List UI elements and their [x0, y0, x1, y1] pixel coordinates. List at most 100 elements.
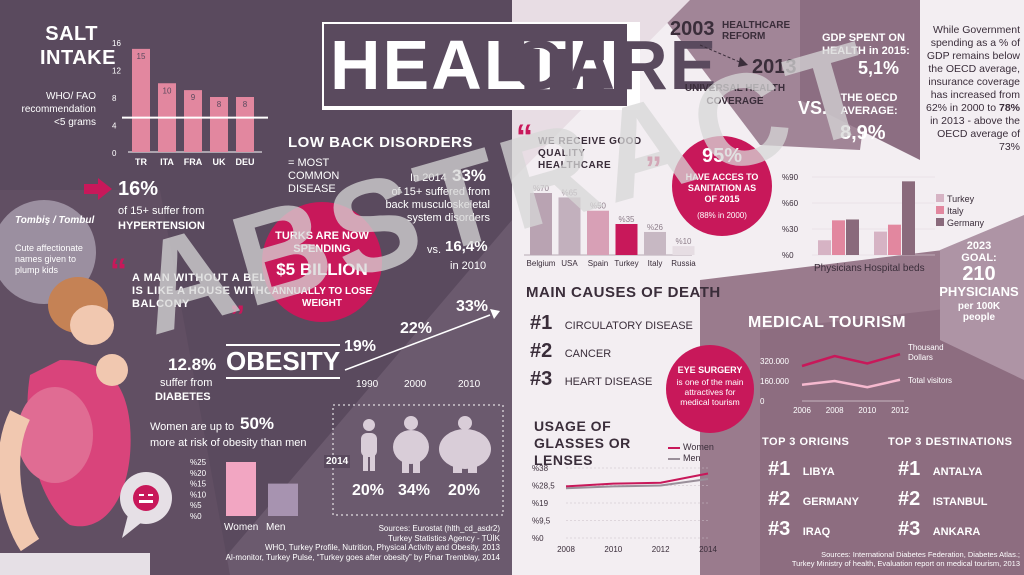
- salt-category-label: UK: [213, 157, 226, 167]
- sources-right: Sources: International Diabetes Federati…: [730, 550, 1020, 568]
- angry-face-icon: [120, 472, 172, 538]
- hypertension-line1: of 15+ suffer from: [118, 205, 205, 217]
- title-care: CARE: [512, 26, 719, 104]
- back-pct1: 33%: [452, 166, 487, 185]
- goal-text: 2023 GOAL: 210 PHYSICIANS per 100K peopl…: [938, 240, 1020, 323]
- origin-rank-2: #2: [768, 488, 791, 510]
- tourism-ytick: 160.000: [760, 377, 789, 386]
- glasses-legend-men-label: Men: [683, 453, 701, 463]
- goal-l3: 210: [962, 263, 996, 285]
- fig-value-1: 20%: [352, 482, 385, 499]
- dest-name-2: ISTANBUL: [932, 496, 988, 508]
- dest-item-2: #2 ISTANBUL: [898, 488, 988, 518]
- glasses-year-label: 2014: [699, 545, 717, 554]
- death-list: #1 CIRCULATORY DISEASE #2 CANCER #3 HEAR…: [530, 312, 693, 396]
- gdp-text-2: THE OECD AVERAGE:: [840, 92, 898, 117]
- quality-quote-open-icon: “: [516, 118, 533, 156]
- quality-category-label: Italy: [648, 259, 663, 268]
- origin-name-2: GERMANY: [802, 496, 859, 508]
- quality-chart: %70 Belgium %65 USA %50 Spain %35 Turkey %26 Ital…: [524, 184, 696, 268]
- res-bar: [818, 240, 831, 255]
- dest-rank-1: #1: [898, 458, 921, 480]
- obesity-trend-line: [344, 309, 500, 371]
- quality-bar-label: %70: [533, 184, 550, 193]
- origin-item-3: #3 IRAQ: [768, 518, 859, 548]
- tourism-ytick: 0: [760, 397, 765, 406]
- salt-bar: [132, 48, 150, 152]
- salt-bar-label: 8: [243, 100, 248, 109]
- goal-l4: PHYSICIANS: [939, 284, 1019, 299]
- quality-bar: [587, 210, 609, 255]
- salt-category-label: TR: [135, 157, 147, 167]
- back-p1: In 2014: [410, 172, 447, 184]
- glasses-year-label: 2008: [557, 545, 575, 554]
- quality-bar-label: %10: [675, 237, 692, 246]
- fig-value-2: 34%: [398, 482, 431, 499]
- death-title: MAIN CAUSES OF DEATH: [526, 284, 721, 301]
- gender-bar: [226, 462, 256, 516]
- goal-l5: per 100K people: [957, 301, 1001, 323]
- quality-category-label: Russia: [671, 259, 696, 268]
- death-cause-1: CIRCULATORY DISEASE: [564, 320, 693, 332]
- salt-bar-label: 10: [163, 86, 172, 95]
- death-item-2: #2 CANCER: [530, 340, 693, 368]
- glasses-legend: Women Men: [668, 442, 714, 464]
- quality-category-label: Belgium: [527, 259, 556, 268]
- source-right-1: Sources: International Diabetes Federati…: [821, 550, 1020, 559]
- salt-ytick: 4: [112, 122, 117, 131]
- origin-name-3: IRAQ: [802, 526, 831, 538]
- quality-bar: [644, 231, 666, 255]
- quality-category-label: Turkey: [614, 259, 638, 268]
- salt-recommendation: WHO/ FAO recommendation <5 grams: [21, 91, 96, 128]
- salt-category-label: DEU: [235, 157, 254, 167]
- glasses-chart: %38 %28,5 %19 %9,5 %0 2008 2010 2012 2014: [532, 464, 717, 554]
- dest-item-3: #3 ANKARA: [898, 518, 988, 548]
- gdp-value-1: 5,1%: [858, 58, 900, 78]
- destinations-title: TOP 3 DESTINATIONS: [888, 436, 1013, 448]
- gov-text: While Government spending as a % of GDP …: [918, 24, 1020, 154]
- gov-pct: 78%: [998, 102, 1020, 114]
- dest-name-1: ANTALYA: [932, 466, 983, 478]
- quality-category-label: USA: [561, 259, 578, 268]
- dest-item-1: #1 ANTALYA: [898, 458, 988, 488]
- trend-value-1: 19%: [344, 338, 377, 355]
- glasses-ytick: %9,5: [532, 517, 551, 526]
- res-ytick: %0: [782, 251, 794, 260]
- resources-cat-2: Hospital beds: [864, 263, 925, 274]
- sources-left: Sources: Eurostat (hlth_cd_asdr2) Turkey…: [190, 524, 500, 562]
- diabetes-l2: DIABETES: [155, 391, 211, 403]
- glasses-year-label: 2012: [652, 545, 670, 554]
- reform-arrow: [699, 44, 748, 67]
- glasses-ytick: %38: [532, 464, 549, 473]
- salt-bar: [184, 90, 202, 152]
- back-sub: = MOST COMMON DISEASE: [288, 157, 340, 195]
- arrow-icon: [84, 178, 112, 200]
- quote-mark-icon: “: [110, 252, 127, 290]
- resources-chart: %90 %60 %30 %0: [782, 173, 935, 260]
- quality-quote-close-icon: ”: [645, 150, 662, 188]
- glasses-year-label: 2010: [604, 545, 622, 554]
- legend-turkey: Turkey: [936, 193, 984, 205]
- eye-circle: [666, 345, 754, 433]
- risk-text: Women are up to: [150, 421, 235, 433]
- origin-rank-3: #3: [768, 518, 791, 540]
- trend-value-2: 22%: [400, 320, 433, 337]
- legend-germany: Germany: [936, 217, 984, 229]
- res-bar: [902, 181, 915, 255]
- quality-bar-label: %65: [561, 188, 578, 197]
- quality-bar: [672, 246, 695, 255]
- origin-item-1: #1 LIBYA: [768, 458, 859, 488]
- dest-rank-2: #2: [898, 488, 921, 510]
- reform-year-1: 2003: [670, 18, 715, 40]
- sanitation-circle: [672, 136, 772, 236]
- legend-italy: Italy: [936, 205, 984, 217]
- salt-bar-label: 8: [217, 100, 222, 109]
- death-item-3: #3 HEART DISEASE: [530, 368, 693, 396]
- res-bar: [832, 220, 845, 255]
- reform-text-1: HEALTHCARE REFORM: [722, 20, 791, 42]
- back-pct2: 16,4%: [445, 238, 488, 255]
- glasses-ytick: %28,5: [532, 482, 555, 491]
- diabetes-pct: 12.8%: [168, 355, 217, 374]
- gdp-vs: VS.: [798, 98, 828, 118]
- gender-label-women: Women: [224, 522, 259, 533]
